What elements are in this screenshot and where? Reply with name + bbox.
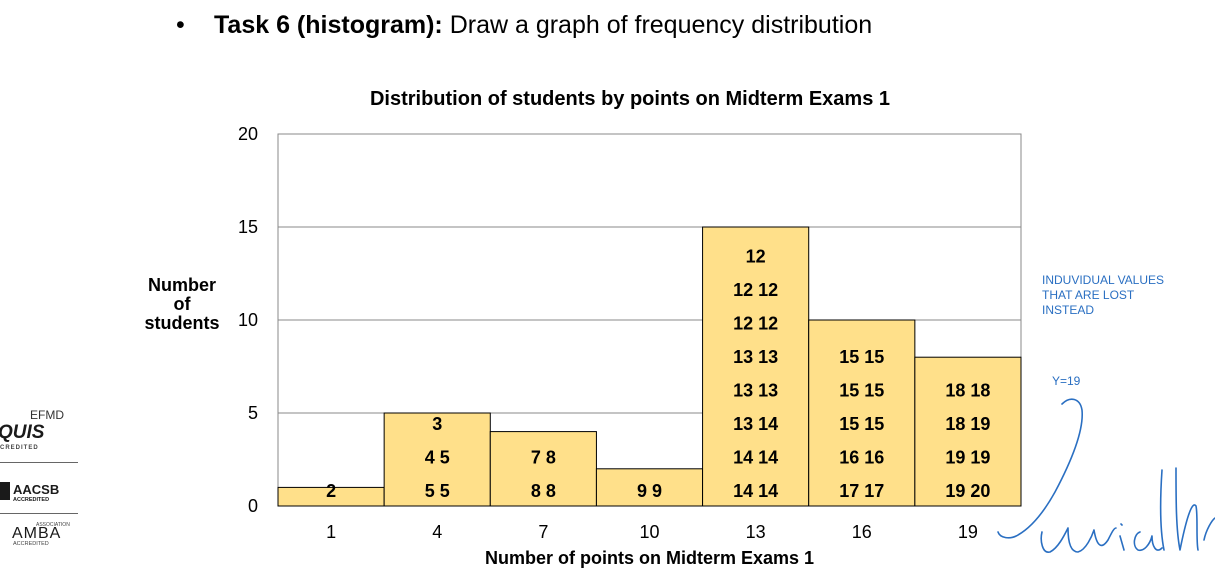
annotation-note: INDUVIDUAL VALUES THAT ARE LOST INSTEAD	[1042, 273, 1164, 318]
chart-title: Distribution of students by points on Mi…	[369, 88, 891, 110]
bar-value-label: 19 20	[945, 481, 990, 501]
y-tick-label: 10	[238, 310, 258, 330]
aacsb-logo: AACSB ACCREDITED	[0, 482, 59, 503]
x-tick-label: 4	[432, 522, 442, 542]
logo-divider	[0, 462, 78, 463]
bar-value-label: 9 9	[637, 481, 662, 501]
bar-value-label: 3	[432, 414, 442, 434]
annotation-note-line: INDUVIDUAL VALUES	[1042, 273, 1165, 287]
y-tick-label: 15	[238, 217, 258, 237]
aacsb-mark	[0, 482, 10, 500]
histogram-bar	[489, 431, 597, 507]
bar-value-label: 18 19	[945, 414, 990, 434]
bar-value-label: 2	[326, 481, 336, 501]
bar-value-label: 13 13	[733, 381, 778, 401]
y-axis-label-line: of	[173, 294, 191, 314]
x-axis-label: Number of points on Midterm Exams 1	[484, 548, 815, 568]
logo-divider	[0, 513, 78, 514]
histogram-bar	[702, 226, 810, 507]
aacsb-logo-main: AACSB	[13, 482, 59, 497]
x-tick-label: 13	[746, 522, 766, 542]
bar-value-label: 17 17	[839, 481, 884, 501]
histogram-bar	[595, 468, 704, 507]
amba-logo: ASSOCIATION AMBA ACCREDITED	[12, 522, 70, 547]
y-tick-label: 5	[248, 403, 258, 423]
x-tick-label: 19	[958, 522, 978, 542]
bar-value-label: 19 19	[945, 448, 990, 468]
bar-value-label: 13 13	[733, 347, 778, 367]
bar-value-label: 18 18	[945, 381, 990, 401]
bar-value-label: 12 12	[733, 314, 778, 334]
bar-value-label: 14 14	[733, 481, 778, 501]
bar-value-label: 15 15	[839, 414, 884, 434]
x-tick-label: 10	[639, 522, 659, 542]
y-tick-label: 0	[248, 496, 258, 516]
bar-value-label: 8 8	[531, 481, 556, 501]
amba-logo-sub: ACCREDITED	[13, 541, 49, 547]
bar-value-label: 4 5	[425, 448, 450, 468]
bar-value-label: 13 14	[733, 414, 778, 434]
aacsb-logo-sub: ACCREDITED	[13, 497, 49, 503]
y-axis-label-line: students	[144, 313, 220, 333]
histogram-bar	[383, 412, 491, 507]
task-description: Draw a graph of frequency distribution	[442, 11, 873, 39]
x-tick-label: 1	[326, 522, 336, 542]
bar-value-label: 16 16	[839, 448, 884, 468]
bar-value-label: 7 8	[531, 448, 556, 468]
x-tick-label: 16	[852, 522, 872, 542]
bar-value-label: 12	[746, 247, 766, 267]
task-label: Task 6 (histogram):	[214, 11, 443, 39]
y-axis-label-line: Number	[147, 275, 216, 295]
equis-logo-sub: CREDITED	[0, 445, 39, 451]
task-line: • Task 6 (histogram): Draw a graph of fre…	[176, 9, 872, 41]
bar-value-label: 15 15	[839, 381, 884, 401]
annotation-note-line: THAT ARE LOST	[1042, 288, 1135, 302]
y-axis-label: Number of students	[130, 276, 234, 333]
annotation-y-value: Y=19	[1052, 374, 1081, 388]
equis-logo-main: QUIS	[0, 422, 45, 443]
bullet: •	[176, 11, 185, 39]
bar-value-label: 15 15	[839, 347, 884, 367]
bar-value-label: 12 12	[733, 280, 778, 300]
amba-logo-top: ASSOCIATION	[36, 522, 70, 528]
annotation-note-line: INSTEAD	[1042, 303, 1095, 317]
x-tick-label: 7	[538, 522, 548, 542]
equis-logo-top: EFMD	[30, 408, 64, 422]
bar-value-label: 5 5	[425, 481, 450, 501]
bar-value-label: 14 14	[733, 448, 778, 468]
amba-logo-main: AMBA	[12, 525, 61, 542]
y-tick-label: 20	[238, 124, 258, 144]
equis-logo: EFMD QUIS CREDITED	[0, 408, 64, 451]
